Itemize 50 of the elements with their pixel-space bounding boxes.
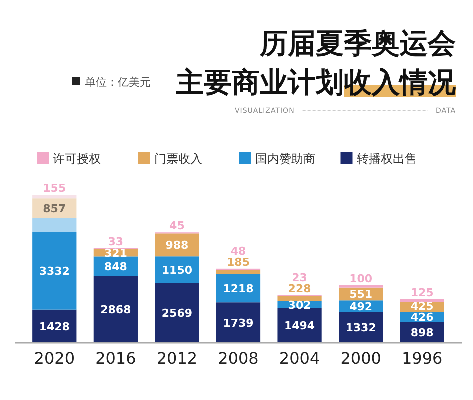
data-label: 1739 [223,316,254,330]
data-label: 185 [227,256,250,269]
data-label: 48 [230,244,246,258]
data-label: 45 [170,220,185,233]
bar [155,283,200,343]
data-label: 857 [43,202,66,216]
x-tick-label: 2016 [96,349,136,368]
bar [278,296,322,302]
x-tick-label: 1996 [402,349,443,368]
x-tick-label: 2004 [279,349,320,368]
bar [216,270,261,274]
data-label: 1428 [39,320,70,334]
data-label: 2569 [162,307,193,320]
data-label: 1332 [346,322,376,335]
data-label: 1218 [223,282,254,296]
data-label: 988 [166,239,189,252]
data-label: 228 [288,282,312,296]
data-label: 848 [104,260,128,274]
legend-label: 国内赞助商 [256,152,316,166]
legend-label: 转播权出售 [356,152,417,166]
data-label: 1150 [162,264,193,277]
bar [216,302,261,343]
data-label: 23 [292,271,308,284]
legend-label: 门票收入 [154,152,202,166]
legend-label: 许可授权 [53,152,101,166]
data-label: 3332 [39,265,70,278]
x-tick-label: 2020 [34,349,75,368]
data-label: 898 [410,326,434,340]
data-label: 425 [410,300,434,314]
bar [32,232,77,310]
data-label: 302 [288,298,312,312]
data-label: 1494 [284,320,316,333]
data-label: 426 [410,311,434,324]
data-label: 125 [410,286,434,300]
bar [32,218,77,232]
data-label: 100 [350,272,373,286]
data-label: 551 [350,288,373,302]
data-label: 155 [43,182,66,195]
text: 单位：亿美元 [85,76,151,89]
x-tick-label: 2008 [218,349,259,368]
bar [155,256,200,284]
data-label: 321 [104,246,128,260]
data-label: 2868 [100,304,132,317]
data-label: 492 [350,300,373,314]
x-tick-label: 2000 [340,349,382,368]
bar [400,299,444,302]
data-label: 33 [108,235,124,248]
bar [32,195,77,199]
x-tick-label: 2012 [156,349,198,368]
bar [94,276,138,343]
